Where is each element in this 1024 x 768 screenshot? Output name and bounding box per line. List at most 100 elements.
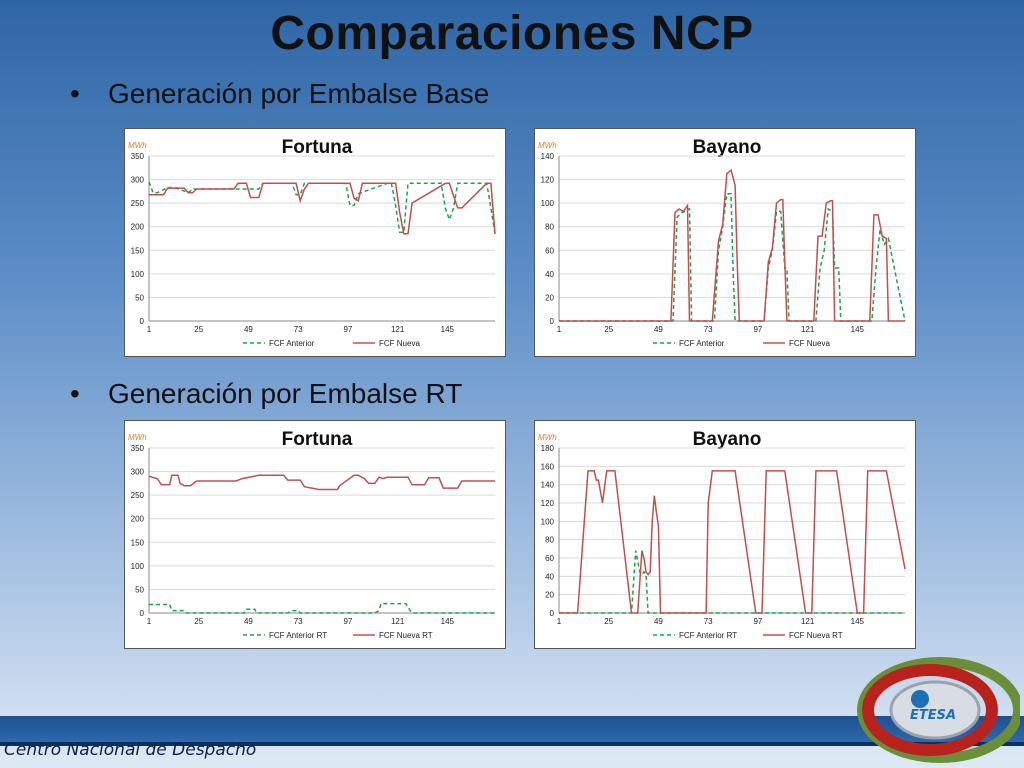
y-unit-label: MWh [128,141,147,150]
bullet-base-text: Generación por Embalse Base [108,78,490,109]
chart-title: Bayano [693,429,762,450]
y-tick-label: 100 [541,199,555,208]
y-tick-label: 40 [545,572,554,581]
x-tick-label: 1 [557,617,562,626]
chart-fortuna-rt: MWh Fortuna 0 50 100 150 200 250 300 350 1 25 49 73 97… [124,420,506,649]
y-tick-label: 100 [131,270,145,279]
y-unit-label: MWh [128,433,147,442]
footer-text: Centro Nacional de Despacho [4,740,257,760]
y-tick-label: 100 [131,562,145,571]
y-tick-label: 250 [131,199,145,208]
y-tick-label: 60 [545,554,554,563]
x-tick-label: 25 [194,617,203,626]
y-tick-label: 300 [131,468,145,477]
series-line-fcf-nueva [149,182,496,235]
y-tick-label: 120 [541,176,555,185]
x-tick-label: 49 [654,617,663,626]
x-tick-label: 1 [147,617,152,626]
chart-title: Fortuna [282,137,353,158]
y-tick-label: 0 [140,317,145,326]
chart-fortuna-base: MWh Fortuna 0 50 100 150 200 250 300 350 1 25 49 73 97… [124,128,506,357]
x-tick-label: 97 [753,325,762,334]
x-tick-label: 1 [147,325,152,334]
bullet-base: • Generación por Embalse Base [70,78,489,110]
y-unit-label: MWh [538,141,557,150]
y-tick-label: 200 [131,223,145,232]
y-tick-label: 20 [545,293,554,302]
y-tick-label: 120 [541,499,555,508]
legend-label: FCF Nueva RT [379,631,433,640]
x-tick-label: 1 [557,325,562,334]
chart-title: Fortuna [282,429,353,450]
x-tick-label: 49 [244,325,253,334]
x-tick-label: 145 [441,617,455,626]
x-tick-label: 73 [294,617,303,626]
chart-bayano-base: MWh Bayano 0 20 40 60 80 100 120 140 1 25 49 73 97 121 1… [534,128,916,357]
series-line-fcf-anterior [559,192,906,322]
y-tick-label: 140 [541,152,555,161]
x-tick-label: 49 [654,325,663,334]
y-tick-label: 180 [541,444,555,453]
y-tick-label: 150 [131,538,145,547]
x-tick-label: 145 [441,325,455,334]
series-line-fcf-nueva [559,168,905,322]
x-tick-label: 121 [801,325,815,334]
etesa-logo: ETESA [857,657,1020,763]
x-tick-label: 25 [194,325,203,334]
x-tick-label: 73 [704,325,713,334]
chart-bayano-rt: MWh Bayano 0 20 40 60 80 100 120 140 160 180 1 25 49 73… [534,420,916,649]
y-tick-label: 300 [131,176,145,185]
x-tick-label: 145 [851,617,865,626]
y-tick-label: 350 [131,152,145,161]
y-tick-label: 80 [545,223,554,232]
x-tick-label: 97 [753,617,762,626]
y-tick-label: 20 [545,591,554,600]
y-tick-label: 200 [131,515,145,524]
bullet-symbol: • [70,378,80,409]
legend-label: FCF Nueva [379,339,420,348]
series-line-fcf-anterior-rt [149,602,495,614]
y-tick-label: 50 [135,293,144,302]
footer-line [0,742,1024,746]
y-tick-label: 0 [550,609,555,618]
bullet-rt-text: Generación por Embalse RT [108,378,463,409]
x-tick-label: 121 [801,617,815,626]
legend-label: FCF Nueva RT [789,631,843,640]
footer-bar [0,716,1024,742]
x-tick-label: 97 [343,325,352,334]
legend-label: FCF Nueva [789,339,830,348]
x-tick-label: 25 [604,617,613,626]
series-line-fcf-anterior-rt [559,550,905,614]
x-tick-label: 73 [704,617,713,626]
legend-label: FCF Anterior [269,339,315,348]
x-tick-label: 121 [391,325,405,334]
legend-label: FCF Anterior RT [269,631,327,640]
slide-title: Comparaciones NCP [270,7,754,60]
y-tick-label: 150 [131,246,145,255]
y-tick-label: 80 [545,536,554,545]
y-tick-label: 160 [541,462,555,471]
y-tick-label: 140 [541,481,555,490]
y-tick-label: 60 [545,246,554,255]
y-tick-label: 40 [545,270,554,279]
x-tick-label: 97 [343,617,352,626]
bullet-rt: • Generación por Embalse RT [70,378,462,410]
x-tick-label: 25 [604,325,613,334]
y-tick-label: 250 [131,491,145,500]
x-tick-label: 121 [391,617,405,626]
legend-label: FCF Anterior [679,339,725,348]
y-tick-label: 100 [541,517,555,526]
series-line-fcf-anterior [148,181,496,234]
series-line-fcf-nueva-rt [559,470,906,614]
x-tick-label: 73 [294,325,303,334]
y-unit-label: MWh [538,433,557,442]
y-tick-label: 0 [140,609,145,618]
bullet-symbol: • [70,78,80,109]
y-tick-label: 0 [550,317,555,326]
legend-label: FCF Anterior RT [679,631,737,640]
y-tick-label: 350 [131,444,145,453]
y-tick-label: 50 [135,585,144,594]
x-tick-label: 49 [244,617,253,626]
series-line-fcf-nueva-rt [148,474,495,491]
x-tick-label: 145 [851,325,865,334]
